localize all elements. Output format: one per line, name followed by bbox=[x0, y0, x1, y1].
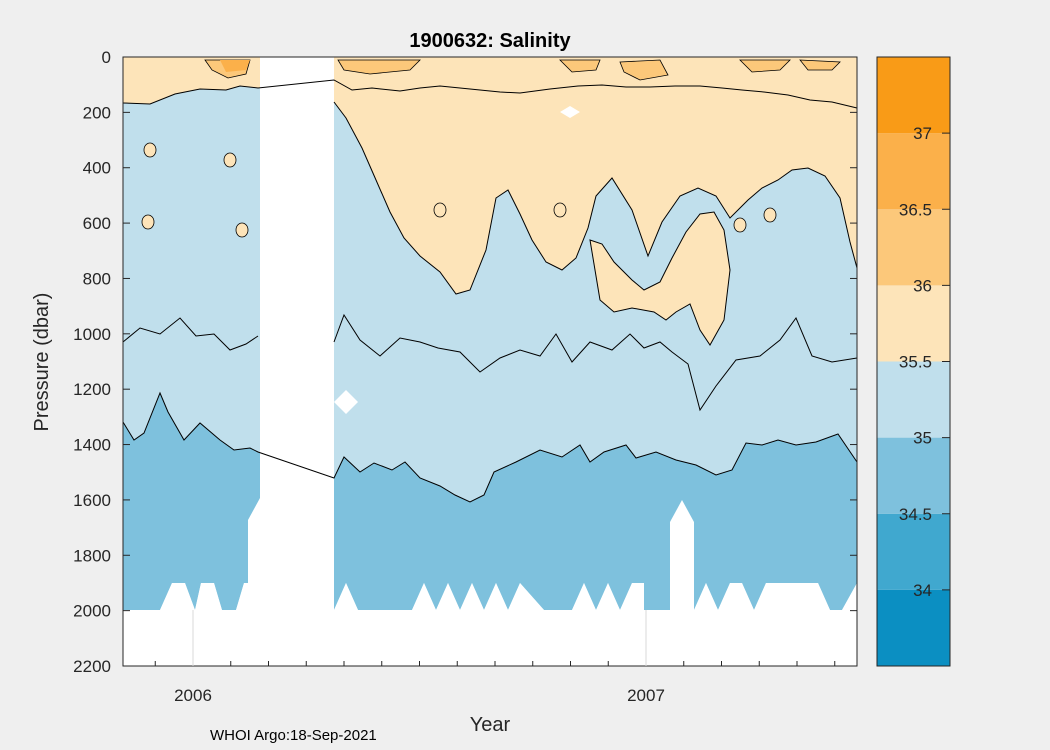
gap-main bbox=[248, 57, 334, 610]
contour-35 bbox=[122, 391, 858, 503]
bottom-teeth bbox=[123, 583, 857, 610]
salty-lens-3 bbox=[141, 214, 155, 230]
fill-36.5-37-patch bbox=[220, 60, 250, 72]
colorbar-segment-34-34.5 bbox=[877, 513, 950, 590]
gap-spike bbox=[670, 500, 694, 610]
fill-36-36.5-patch-5 bbox=[739, 59, 791, 73]
salty-lens-8 bbox=[763, 207, 777, 223]
fill-36-36.5-patch-6 bbox=[799, 59, 841, 71]
y-tick-label-1800: 1800 bbox=[73, 546, 111, 565]
fill-35.5-36-deep bbox=[590, 212, 730, 345]
colorbar-label-37: 37 bbox=[913, 124, 932, 143]
colorbar-segment-36-36.5 bbox=[877, 209, 950, 286]
y-tick-label-0: 0 bbox=[102, 48, 111, 67]
y-tick-label-400: 400 bbox=[83, 159, 111, 178]
colorbar-segment-37-37.5 bbox=[877, 57, 950, 134]
colorbar-label-36.5: 36.5 bbox=[899, 200, 932, 219]
fill-36-36.5-patch-3 bbox=[559, 59, 601, 73]
fill-36-36.5-patch-4 bbox=[619, 59, 669, 81]
salty-lens-7 bbox=[733, 217, 747, 233]
colorbar-label-36: 36 bbox=[913, 276, 932, 295]
y-tick-label-1400: 1400 bbox=[73, 436, 111, 455]
contour-35.25-a bbox=[122, 317, 259, 351]
colorbar-segment-33.5-34 bbox=[877, 589, 950, 666]
salty-lens-5 bbox=[433, 202, 447, 218]
y-tick-label-1000: 1000 bbox=[73, 325, 111, 344]
y-tick-label-200: 200 bbox=[83, 103, 111, 122]
colorbar: 34 34.5 35 35.5 36 36.5 37 bbox=[876, 56, 951, 667]
salty-lens-2 bbox=[223, 152, 237, 168]
y-axis-label: Pressure (dbar) bbox=[31, 293, 53, 432]
contour-35.5-plume bbox=[333, 101, 858, 295]
x-axis-label: Year bbox=[470, 714, 511, 736]
contour-35.5-deep bbox=[589, 211, 731, 346]
gap-diamond-small bbox=[560, 106, 580, 118]
contour-fills bbox=[123, 57, 857, 610]
contour-35.5-surface bbox=[122, 79, 858, 109]
below-max-pressure bbox=[123, 610, 857, 666]
x-tick-label-2006: 2006 bbox=[174, 686, 212, 705]
colorbar-label-35: 35 bbox=[913, 429, 932, 448]
y-tick-label-2200: 2200 bbox=[73, 657, 111, 676]
data-gap-regions bbox=[123, 57, 857, 666]
salty-lens-1 bbox=[143, 142, 157, 158]
x-axis: 2006 2007 bbox=[154, 610, 836, 705]
colorbar-label-34: 34 bbox=[913, 581, 932, 600]
contour-lines bbox=[122, 79, 858, 503]
salty-lens-6 bbox=[553, 202, 567, 218]
y-tick-label-1600: 1600 bbox=[73, 491, 111, 510]
y-tick-label-1200: 1200 bbox=[73, 380, 111, 399]
footer-credit: WHOI Argo:18-Sep-2021 bbox=[210, 727, 377, 744]
y-tick-label-600: 600 bbox=[83, 214, 111, 233]
chart-title: 1900632: Salinity bbox=[409, 30, 571, 52]
gap-diamond bbox=[334, 390, 358, 414]
fill-35.5-36-plume bbox=[334, 57, 857, 294]
colorbar-segment-35-35.5 bbox=[877, 361, 950, 438]
y-axis: 0 200 400 600 800 1000 1200 1400 1600 1800 2000 220… bbox=[73, 48, 857, 676]
salty-lens-4 bbox=[235, 222, 249, 238]
colorbar-label-35.5: 35.5 bbox=[899, 353, 932, 372]
y-tick-label-2000: 2000 bbox=[73, 602, 111, 621]
y-tick-label-800: 800 bbox=[83, 269, 111, 288]
contour-35.25-b bbox=[333, 313, 858, 412]
x-tick-label-2007: 2007 bbox=[627, 686, 665, 705]
colorbar-label-34.5: 34.5 bbox=[899, 505, 932, 524]
colorbar-segment-36.5-37 bbox=[877, 133, 950, 210]
fill-36-36.5-patch-2 bbox=[337, 59, 421, 75]
colorbar-segment-34.5-35 bbox=[877, 437, 950, 514]
plot-frame bbox=[122, 56, 858, 667]
colorbar-segment-35.5-36 bbox=[877, 285, 950, 362]
